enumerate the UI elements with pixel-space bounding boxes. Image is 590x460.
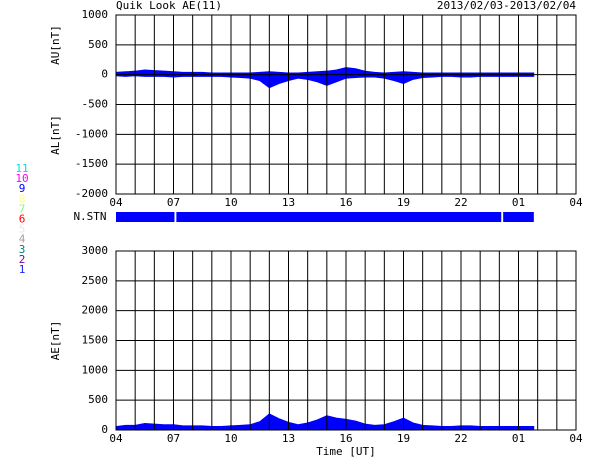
x-tick-label: 16 bbox=[339, 432, 352, 445]
station-label: 6 bbox=[19, 213, 26, 226]
y-axis-label: AU[nT] bbox=[49, 25, 62, 65]
y-tick-label: 2500 bbox=[82, 274, 109, 287]
x-tick-label: 04 bbox=[109, 432, 123, 445]
station-label: 3 bbox=[19, 243, 26, 256]
x-tick-label: 19 bbox=[397, 196, 410, 209]
x-tick-label: 22 bbox=[454, 432, 467, 445]
x-tick-label: 07 bbox=[167, 432, 180, 445]
station-label: 9 bbox=[19, 182, 26, 195]
station-label: 5 bbox=[19, 223, 26, 236]
data-area bbox=[115, 413, 535, 431]
x-tick-label: 22 bbox=[454, 196, 467, 209]
y-tick-label: 500 bbox=[88, 38, 108, 51]
chart-title: Quik Look AE(11) bbox=[116, 0, 222, 12]
x-tick-label: 16 bbox=[339, 196, 352, 209]
y-axis-label: AE[nT] bbox=[49, 321, 62, 361]
x-tick-label: 04 bbox=[569, 196, 583, 209]
x-tick-label: 07 bbox=[167, 196, 180, 209]
x-tick-label: 04 bbox=[569, 432, 583, 445]
station-label: 11 bbox=[15, 162, 28, 175]
plot-frame bbox=[115, 250, 577, 431]
x-tick-label: 19 bbox=[397, 432, 410, 445]
date-range: 2013/02/03-2013/02/04 bbox=[437, 0, 576, 12]
station-label: 1 bbox=[19, 263, 26, 276]
station-label: 10 bbox=[15, 172, 28, 185]
station-label: 7 bbox=[19, 202, 26, 215]
x-tick-label: 10 bbox=[224, 432, 237, 445]
y-tick-label: -500 bbox=[82, 98, 109, 111]
station-label: 4 bbox=[19, 233, 26, 246]
y-tick-label: 3000 bbox=[82, 244, 109, 257]
y-tick-label: 1000 bbox=[82, 8, 109, 21]
station-span bbox=[116, 212, 175, 222]
y-tick-label: 500 bbox=[88, 393, 108, 406]
station-label: 2 bbox=[19, 253, 26, 266]
x-tick-label: 04 bbox=[109, 196, 123, 209]
x-tick-label: 10 bbox=[224, 196, 237, 209]
y-tick-label: 1000 bbox=[82, 363, 109, 376]
y-tick-label: 0 bbox=[101, 68, 108, 81]
data-area bbox=[115, 67, 535, 76]
span-label: N.STN bbox=[73, 210, 106, 223]
station-label: 8 bbox=[19, 192, 26, 205]
station-span bbox=[503, 212, 534, 222]
y-tick-label: -1000 bbox=[75, 127, 108, 140]
x-axis-label: Time [UT] bbox=[316, 445, 376, 458]
y-tick-label: 0 bbox=[101, 423, 108, 436]
x-tick-label: 01 bbox=[512, 432, 525, 445]
x-tick-label: 01 bbox=[512, 196, 525, 209]
y-tick-label: 1500 bbox=[82, 334, 109, 347]
data-area bbox=[115, 74, 535, 89]
plot-frame bbox=[115, 14, 577, 195]
x-tick-label: 13 bbox=[282, 432, 295, 445]
x-tick-label: 13 bbox=[282, 196, 295, 209]
y-tick-label: -1500 bbox=[75, 157, 108, 170]
station-span bbox=[176, 212, 502, 222]
y-tick-label: -2000 bbox=[75, 187, 108, 200]
y-axis-label: AL[nT] bbox=[49, 115, 62, 155]
y-tick-label: 2000 bbox=[82, 304, 109, 317]
